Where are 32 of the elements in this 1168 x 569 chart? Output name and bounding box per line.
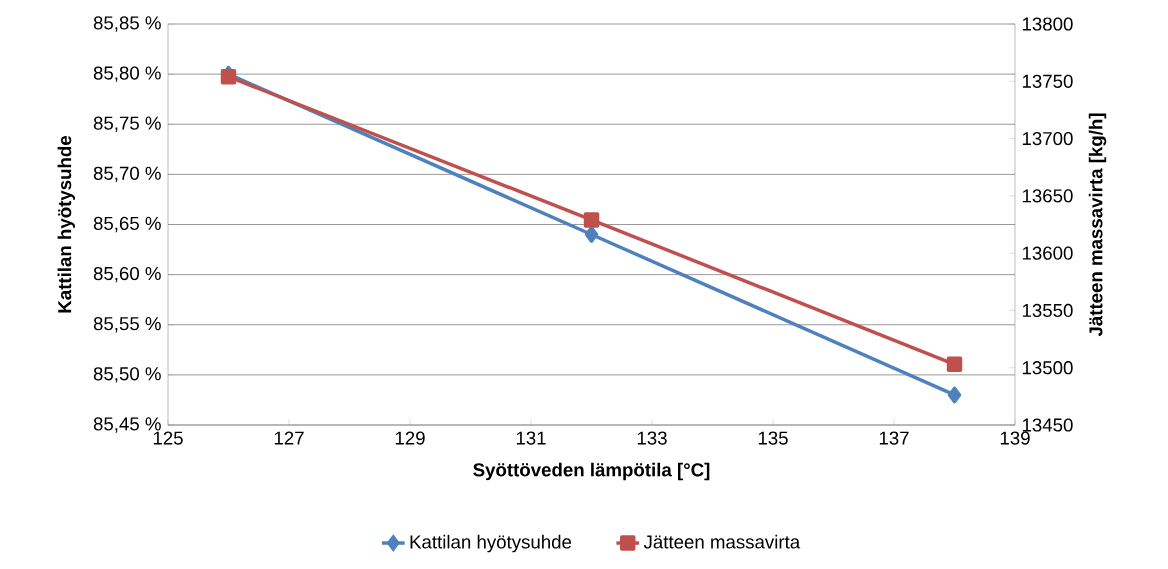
x-tick-label: 133 [637,431,667,445]
y-tick-label: 85,85 % [93,16,161,32]
x-tick-label: 131 [516,431,546,445]
y-tick-label: 85,75 % [93,116,161,132]
legend-label: Jätteen massavirta [643,534,801,549]
x-tick-label: 125 [153,431,183,445]
x-tick-label: 127 [274,431,304,445]
y-tick-label: 85,70 % [93,166,161,183]
y-tick-label: 85,60 % [93,266,161,283]
y-tick-label: 85,55 % [93,317,161,333]
x-tick-label: 129 [395,431,425,445]
legend-label: Kattilan hyötysuhde [410,534,572,553]
y2-tick-label: 13550 [1022,303,1073,318]
y-tick-label: 85,45 % [93,417,161,433]
y2-tick-label: 13800 [1022,17,1073,31]
point [946,356,963,373]
y2-tick-label: 13750 [1022,74,1073,88]
y2-axis-title: Jätteen massavirta [kg/h] [1088,113,1107,337]
y2-tick-label: 13500 [1022,361,1073,375]
x-axis-title: Syöttöveden lämpötila [°C] [473,462,710,481]
y-tick-label: 85,50 % [93,367,161,383]
y2-tick-label: 13650 [1022,189,1073,203]
y-tick-label: 85,80 % [93,66,161,82]
y2-tick-label: 13450 [1022,418,1073,432]
x-tick-label: 139 [1000,431,1030,445]
y2-tick-label: 13700 [1022,131,1073,146]
x-tick-label: 135 [758,431,788,445]
y-axis-title: Kattilan hyötysuhde [57,135,75,313]
y-tick-label: 85,65 % [93,216,161,233]
point [583,212,600,228]
x-tick-label: 137 [879,431,909,445]
y2-tick-label: 13600 [1022,246,1073,260]
